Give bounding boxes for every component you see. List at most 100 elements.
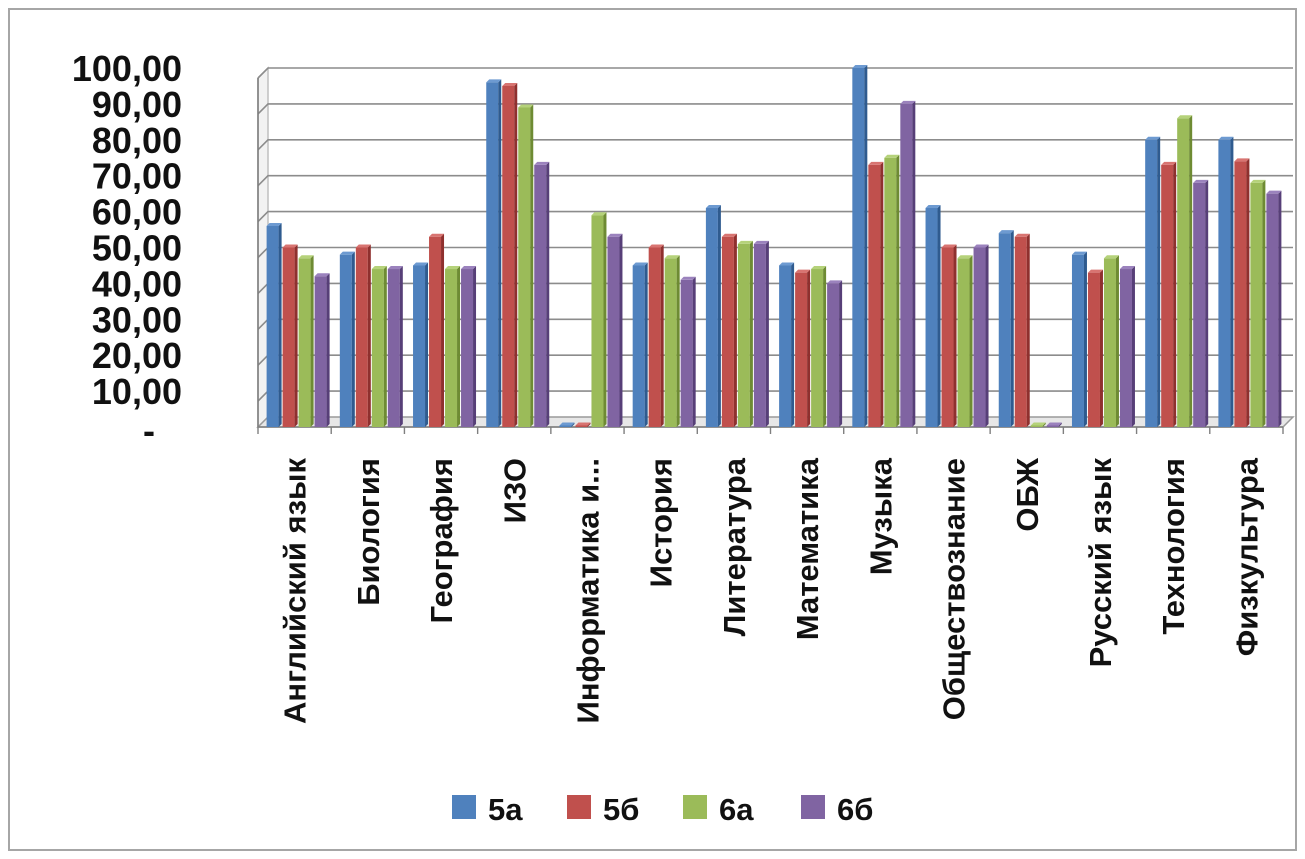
bar-face: [429, 236, 442, 427]
bar-face: [534, 164, 547, 427]
bar-side: [294, 244, 298, 427]
bar-top: [282, 244, 298, 248]
bar-side: [1230, 136, 1234, 428]
bar-top: [387, 266, 403, 270]
bar-side: [692, 276, 696, 427]
bar: [737, 240, 753, 427]
bar-face: [502, 85, 515, 427]
bar: [1234, 158, 1250, 427]
x-category-label: ИЗО: [497, 458, 532, 523]
bar-top: [811, 266, 827, 270]
bar-face: [753, 243, 766, 427]
x-category-label: История: [644, 458, 679, 587]
bar-top: [998, 230, 1014, 234]
bar-side: [953, 244, 957, 427]
legend-label: 6б: [837, 792, 873, 827]
bar-face: [1250, 182, 1263, 427]
bar-side: [530, 104, 534, 428]
gridline: [257, 246, 1293, 259]
bar-top: [445, 266, 461, 270]
chart-frame: [8, 8, 1297, 851]
x-category-label: Биология: [351, 458, 386, 606]
bar: [1046, 422, 1062, 427]
bar: [266, 222, 282, 427]
bar-side: [676, 255, 680, 427]
bar-side: [823, 266, 827, 427]
bar-side: [660, 244, 664, 427]
bar-face: [648, 247, 661, 427]
bar-side: [839, 280, 843, 427]
bar-top: [1145, 136, 1161, 140]
y-tick-label: 40,00: [92, 263, 182, 304]
bar: [957, 255, 973, 427]
bar-side: [1246, 158, 1250, 427]
bar-top: [575, 422, 591, 426]
bar-top: [705, 205, 721, 209]
bar: [941, 244, 957, 427]
bar-face: [1071, 254, 1084, 427]
bar: [461, 266, 477, 427]
bar-side: [425, 262, 429, 427]
bar-side: [326, 273, 330, 427]
x-category-label: ОБЖ: [1010, 457, 1045, 532]
bar-side: [969, 255, 973, 427]
x-category-label: Английский язык: [278, 458, 313, 725]
bar: [518, 104, 534, 428]
bar-side: [571, 422, 575, 427]
x-category-label: Технология: [1156, 458, 1191, 635]
bar-side: [1189, 115, 1193, 427]
bar-side: [644, 262, 648, 427]
bar: [779, 262, 795, 427]
bar-top: [1087, 269, 1103, 273]
bar-side: [278, 222, 282, 427]
gridline: [257, 67, 1293, 79]
bar: [314, 273, 330, 427]
y-tick-label: 60,00: [92, 192, 182, 233]
bar-side: [619, 233, 623, 427]
bar-face: [779, 265, 792, 427]
bar-side: [937, 205, 941, 427]
bar: [486, 79, 502, 428]
bar-top: [941, 244, 957, 248]
bar: [298, 255, 314, 427]
bar-face: [1119, 269, 1132, 427]
bar-top: [721, 233, 737, 237]
bar-side: [351, 251, 355, 427]
bar: [868, 161, 884, 427]
bar-side: [985, 244, 989, 427]
bar-side: [367, 244, 371, 427]
bar-side: [383, 266, 387, 427]
bar: [1177, 115, 1193, 427]
bar: [413, 262, 429, 427]
bar: [884, 154, 900, 427]
bar-side: [1157, 136, 1161, 428]
bar-face: [721, 236, 734, 427]
bar-top: [413, 262, 429, 266]
bar-side: [441, 233, 445, 427]
bar: [811, 266, 827, 427]
bar-side: [546, 161, 550, 427]
legend-swatch: [567, 795, 591, 819]
bar-face: [884, 157, 897, 427]
bar: [973, 244, 989, 427]
bar-top: [429, 233, 445, 237]
bar-top: [680, 276, 696, 280]
bar-side: [310, 255, 314, 427]
x-category-label: География: [424, 458, 459, 624]
bar-face: [680, 279, 693, 427]
bar-top: [502, 82, 518, 86]
bar-side: [1058, 422, 1062, 427]
y-tick-label: 100,00: [72, 48, 182, 89]
bar: [721, 233, 737, 427]
bar: [1193, 179, 1209, 427]
bar-face: [1161, 164, 1174, 427]
bar-face: [1193, 182, 1206, 427]
bar-top: [1250, 179, 1266, 183]
bar: [1014, 233, 1030, 427]
bar-side: [733, 233, 737, 427]
bar: [575, 422, 591, 427]
bar-face: [607, 236, 620, 427]
bar: [1145, 136, 1161, 428]
bar-side: [514, 82, 518, 427]
bar-side: [603, 212, 607, 427]
